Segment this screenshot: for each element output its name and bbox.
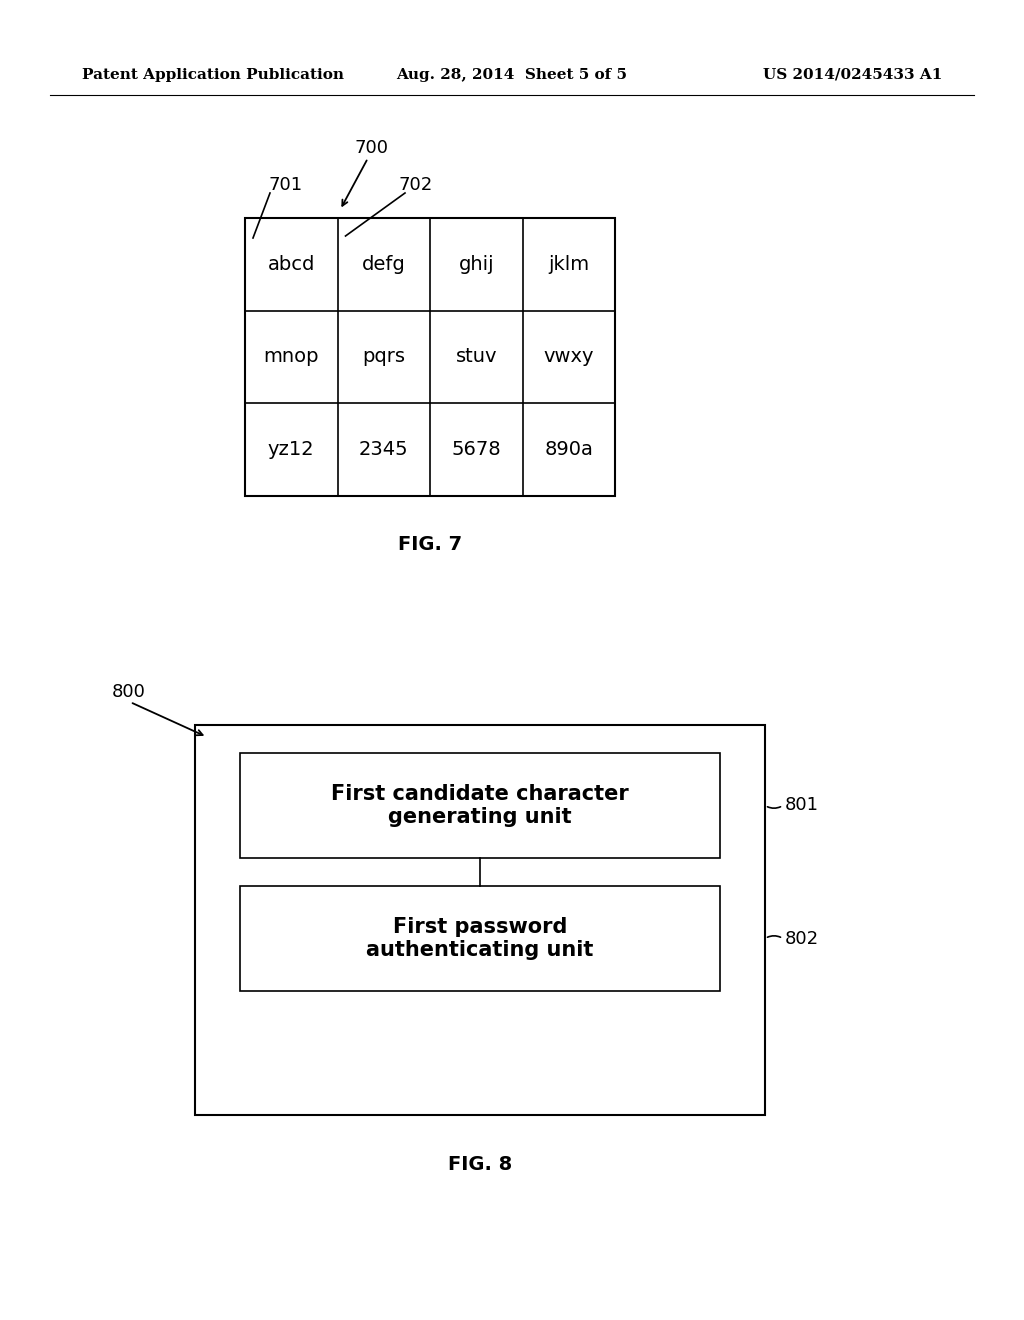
Bar — [240, 752, 720, 858]
Text: Patent Application Publication: Patent Application Publication — [82, 69, 344, 82]
Text: 2345: 2345 — [359, 440, 409, 459]
Text: stuv: stuv — [456, 347, 497, 367]
Text: yz12: yz12 — [268, 440, 314, 459]
Text: 701: 701 — [268, 176, 302, 194]
Text: US 2014/0245433 A1: US 2014/0245433 A1 — [763, 69, 942, 82]
Text: 702: 702 — [398, 176, 432, 194]
Text: 700: 700 — [355, 139, 389, 157]
Text: FIG. 8: FIG. 8 — [447, 1155, 512, 1175]
Text: pqrs: pqrs — [362, 347, 406, 367]
Text: 5678: 5678 — [452, 440, 501, 459]
Text: 890a: 890a — [545, 440, 593, 459]
Text: First candidate character
generating unit: First candidate character generating uni… — [331, 784, 629, 828]
Text: 801: 801 — [785, 796, 819, 814]
Bar — [195, 725, 765, 1115]
Text: 800: 800 — [112, 682, 145, 701]
Text: FIG. 7: FIG. 7 — [398, 535, 462, 553]
Text: abcd: abcd — [267, 255, 315, 273]
Bar — [245, 218, 615, 496]
Text: First password
authenticating unit: First password authenticating unit — [367, 917, 594, 960]
Text: vwxy: vwxy — [544, 347, 594, 367]
Bar — [240, 886, 720, 991]
Text: jklm: jklm — [548, 255, 590, 273]
Text: mnop: mnop — [263, 347, 319, 367]
Text: Aug. 28, 2014  Sheet 5 of 5: Aug. 28, 2014 Sheet 5 of 5 — [396, 69, 628, 82]
Text: defg: defg — [361, 255, 406, 273]
Text: 802: 802 — [785, 929, 819, 948]
Text: ghij: ghij — [459, 255, 494, 273]
